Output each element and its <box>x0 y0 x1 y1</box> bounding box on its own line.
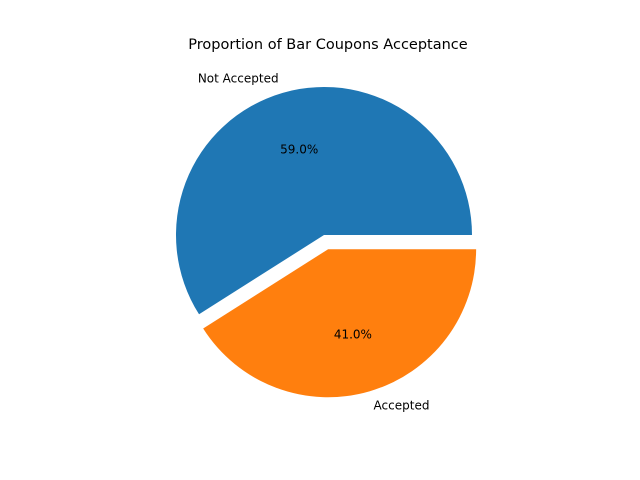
slice-percent-accepted: 41.0% <box>334 327 372 341</box>
pie-slice-not-accepted <box>175 86 472 315</box>
pie-labels: Not Accepted 59.0% Accepted 41.0% <box>198 72 430 413</box>
slice-percent-not-accepted: 59.0% <box>280 143 318 157</box>
slice-label-accepted: Accepted <box>374 399 430 413</box>
pie-slice-accepted <box>203 249 477 398</box>
chart-title: Proportion of Bar Coupons Acceptance <box>188 37 467 53</box>
pie-slices <box>175 86 477 398</box>
slice-label-not-accepted: Not Accepted <box>198 72 279 86</box>
